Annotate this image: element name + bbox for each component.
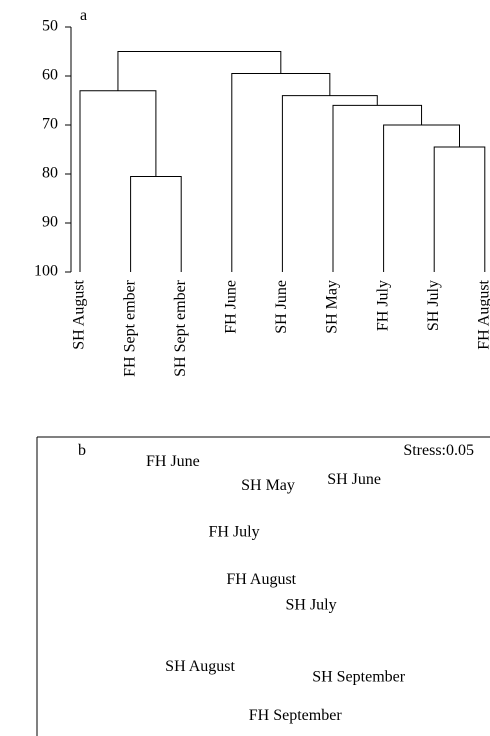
point-label: SH June <box>327 471 381 488</box>
point-label: FH September <box>249 707 343 724</box>
leaf-label: FH August <box>475 279 490 349</box>
panel-label: b <box>78 442 86 459</box>
point-label: FH June <box>146 453 200 470</box>
leaf-label: SH July <box>425 280 442 331</box>
point-label: SH September <box>312 668 406 685</box>
dendrogram-link <box>433 146 486 272</box>
y-tick-label: 50 <box>42 18 58 35</box>
stress-annotation: Stress:0.05 <box>403 442 474 459</box>
point-label: SH July <box>286 597 337 614</box>
point-label: FH August <box>226 571 296 588</box>
leaf-label: SH May <box>324 280 341 334</box>
y-tick-label: 70 <box>42 116 58 133</box>
dendrogram-link <box>79 90 157 272</box>
y-tick-label: 100 <box>34 263 58 280</box>
leaf-label: SH Sept ember <box>172 279 189 377</box>
leaf-label: FH June <box>222 280 239 334</box>
leaf-label: FH July <box>374 280 391 331</box>
dendrogram-link <box>117 51 282 91</box>
dendrogram-link <box>130 175 182 272</box>
leaf-label: FH Sept ember <box>121 279 138 377</box>
point-label: SH May <box>241 477 295 494</box>
y-tick-label: 90 <box>42 214 58 231</box>
leaf-label: SH August <box>71 279 88 349</box>
leaf-label: SH June <box>273 280 290 334</box>
y-tick-label: 80 <box>42 165 58 182</box>
dendrogram-link <box>281 95 378 272</box>
dendrogram-link <box>332 104 423 272</box>
dendrogram-link <box>231 73 331 272</box>
point-label: SH August <box>165 658 235 675</box>
panel-label: a <box>80 7 87 24</box>
y-tick-label: 60 <box>42 67 58 84</box>
point-label: FH July <box>208 523 259 540</box>
